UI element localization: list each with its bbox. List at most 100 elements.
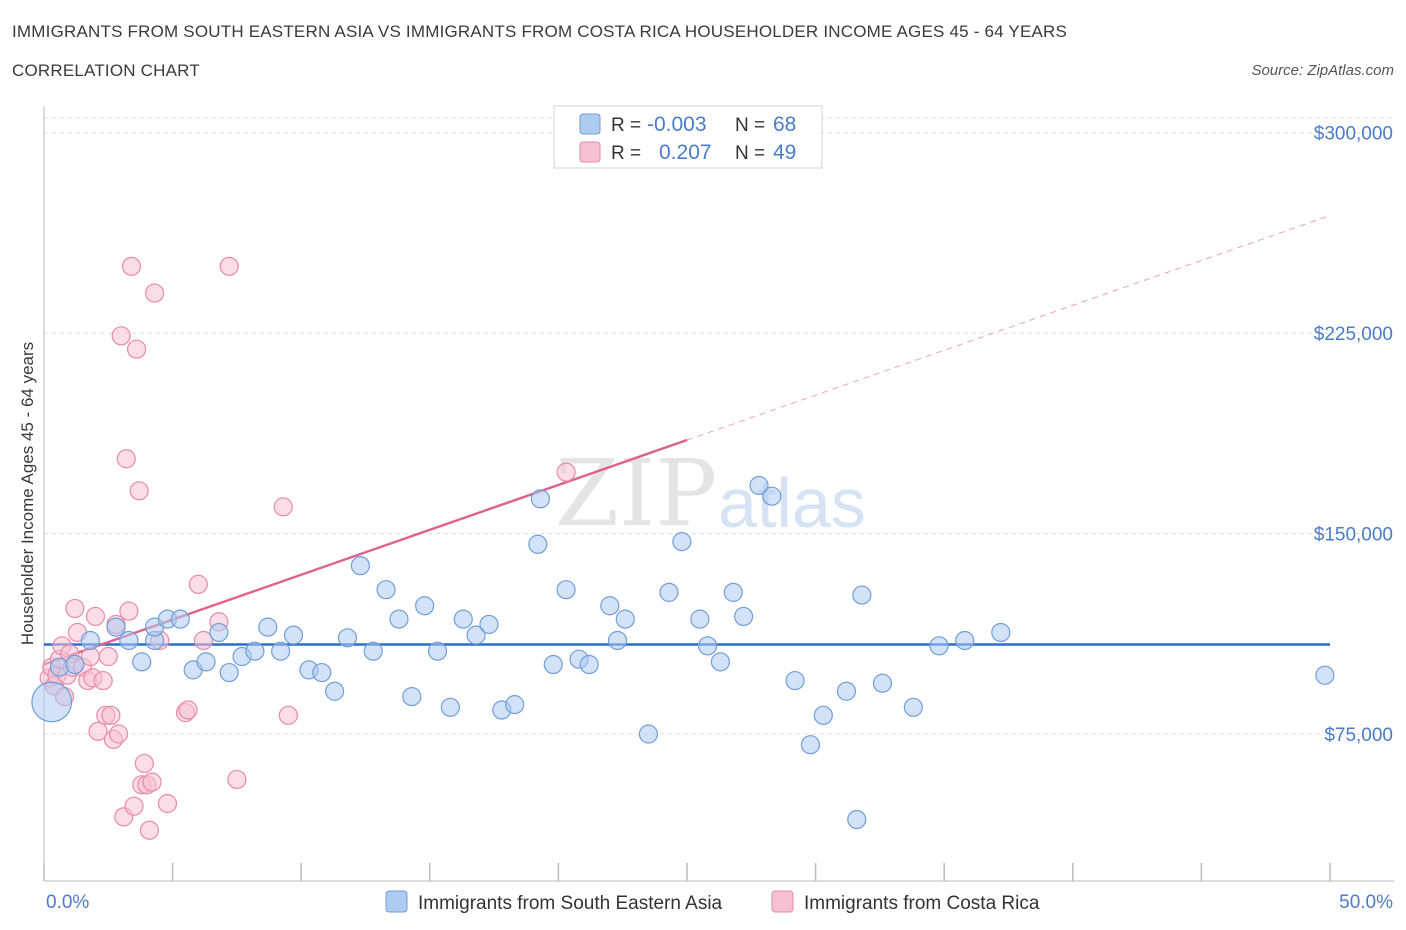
data-point — [88, 721, 108, 741]
x-tick-labels: 0.0% 50.0% — [46, 892, 1393, 913]
data-point — [785, 670, 805, 691]
data-point — [325, 681, 345, 701]
stats-legend: R = -0.003 N = 68 R = 0.207 N = 49 — [553, 105, 823, 169]
data-point — [697, 636, 718, 656]
source-credit: Source: ZipAtlas.com — [1251, 62, 1394, 79]
data-point — [389, 609, 409, 629]
data-point — [142, 772, 162, 792]
data-point — [638, 724, 659, 744]
data-point — [157, 793, 178, 814]
legend-swatch-pink — [771, 890, 794, 913]
stats-r-value-blue: -0.003 — [647, 113, 707, 136]
data-point — [991, 622, 1011, 643]
data-point — [749, 475, 769, 496]
data-point — [415, 596, 435, 616]
data-point — [273, 497, 293, 517]
y-tick-label: $300,000 — [1314, 124, 1393, 145]
data-point — [337, 628, 358, 648]
data-point — [847, 809, 867, 830]
data-point — [188, 574, 208, 594]
chart-title: IMMIGRANTS FROM SOUTH EASTERN ASIA VS IM… — [12, 22, 1068, 41]
y-tick-label: $225,000 — [1314, 324, 1393, 345]
stats-n-value-pink: 49 — [773, 141, 796, 164]
data-point — [556, 462, 576, 482]
y-tick-label: $150,000 — [1314, 525, 1393, 546]
watermark-zip: ZIP — [555, 440, 717, 547]
data-point — [813, 705, 833, 725]
data-point — [543, 654, 563, 675]
data-point — [124, 796, 144, 816]
data-point — [955, 630, 975, 651]
data-point — [106, 617, 126, 637]
data-point — [111, 326, 131, 346]
data-point — [196, 652, 216, 672]
data-point — [209, 622, 229, 643]
data-point — [65, 598, 85, 619]
data-point — [101, 705, 121, 725]
data-point — [283, 625, 304, 645]
trend-lines — [43, 215, 1331, 666]
data-point — [139, 820, 160, 840]
data-point — [116, 449, 136, 469]
data-point — [65, 654, 85, 675]
data-point — [93, 670, 113, 691]
data-point — [271, 641, 291, 661]
legend-swatch-blue — [385, 890, 408, 913]
data-point — [600, 596, 620, 616]
gridlines — [44, 117, 1394, 735]
data-point — [126, 339, 147, 359]
stats-swatch-pink — [579, 141, 601, 163]
stats-n-value-blue: 68 — [773, 113, 796, 136]
stats-r-value-pink: 0.207 — [659, 141, 712, 164]
legend-label-blue: Immigrants from South Eastern Asia — [418, 893, 723, 914]
trend-line-pink-extension — [686, 215, 1331, 441]
data-point — [134, 753, 154, 774]
data-point — [350, 556, 370, 576]
data-point — [479, 614, 499, 635]
data-point — [556, 580, 576, 600]
data-point — [129, 481, 149, 501]
data-point — [800, 735, 821, 755]
data-point — [144, 283, 165, 303]
y-tick-label: $75,000 — [1324, 725, 1393, 746]
data-point — [119, 601, 139, 621]
data-point — [427, 641, 448, 661]
data-point — [227, 769, 247, 790]
data-point — [872, 673, 893, 693]
data-point — [466, 625, 486, 645]
data-point — [312, 662, 332, 683]
data-point — [108, 724, 129, 744]
x-tick-label-min: 0.0% — [46, 892, 89, 913]
data-point — [376, 580, 396, 600]
data-point — [762, 486, 782, 506]
legend-label-pink: Immigrants from Costa Rica — [804, 893, 1040, 914]
data-point — [219, 256, 239, 276]
data-point — [121, 256, 142, 276]
data-point — [1315, 665, 1335, 685]
data-point — [453, 609, 473, 629]
data-point — [615, 609, 635, 629]
bottom-legend: Immigrants from South Eastern Asia Immig… — [385, 890, 1040, 914]
data-point — [178, 700, 198, 720]
data-point — [31, 681, 73, 723]
stats-swatch-blue — [579, 113, 601, 135]
data-point — [170, 609, 190, 629]
data-point — [132, 652, 152, 672]
chart-subtitle: CORRELATION CHART — [12, 61, 200, 80]
data-point — [530, 489, 550, 509]
costa-rica-points — [39, 256, 576, 840]
data-point — [710, 652, 731, 672]
y-tick-labels: $75,000 $150,000 $225,000 $300,000 — [1314, 124, 1393, 746]
data-point — [659, 582, 679, 602]
data-point — [245, 641, 265, 661]
data-point — [903, 697, 923, 717]
data-point — [119, 630, 139, 651]
data-point — [672, 532, 692, 552]
x-tick-label-max: 50.0% — [1339, 892, 1393, 913]
data-point — [219, 662, 239, 683]
watermark: ZIP atlas — [555, 440, 866, 547]
data-point — [258, 617, 278, 637]
data-point — [607, 630, 628, 651]
data-point — [528, 534, 548, 554]
